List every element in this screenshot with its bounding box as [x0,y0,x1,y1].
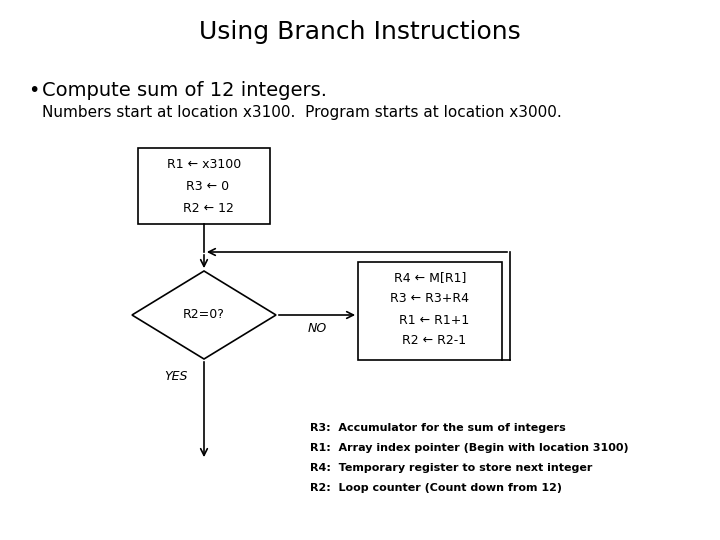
Text: R4:  Temporary register to store next integer: R4: Temporary register to store next int… [310,463,593,473]
Bar [358,262,502,360]
Text: Using Branch Instructions: Using Branch Instructions [199,20,521,44]
Text: Compute sum of 12 integers.: Compute sum of 12 integers. [42,80,327,99]
Text: R2:  Loop counter (Count down from 12): R2: Loop counter (Count down from 12) [310,483,562,493]
Bar [138,148,270,224]
Text: YES: YES [164,370,188,383]
Text: Numbers start at location x3100.  Program starts at location x3000.: Numbers start at location x3100. Program… [42,105,562,119]
Text: R2 ← R2-1: R2 ← R2-1 [394,334,466,348]
Text: R3 ← 0: R3 ← 0 [179,179,230,192]
Text: R3 ← R3+R4: R3 ← R3+R4 [390,293,469,306]
Text: R1 ← R1+1: R1 ← R1+1 [391,314,469,327]
Text: R2 ← 12: R2 ← 12 [174,201,233,214]
Polygon shape [132,271,276,359]
Text: •: • [28,80,40,99]
Text: NO: NO [307,322,327,335]
Text: R3:  Accumulator for the sum of integers: R3: Accumulator for the sum of integers [310,423,566,433]
Text: R1:  Array index pointer (Begin with location 3100): R1: Array index pointer (Begin with loca… [310,443,629,453]
Text: R2=0?: R2=0? [183,308,225,321]
Text: R4 ← M[R1]: R4 ← M[R1] [394,272,466,285]
Text: R1 ← x3100: R1 ← x3100 [167,158,241,171]
